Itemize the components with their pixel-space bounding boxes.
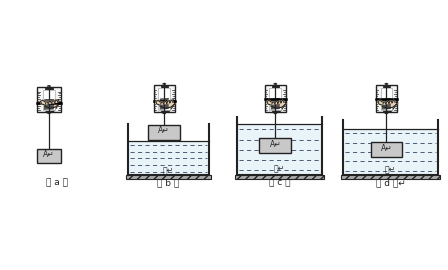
Bar (270, 89, 281, 110)
Bar (37, 149, 60, 163)
Polygon shape (160, 100, 175, 108)
Bar (148, 125, 180, 140)
Bar (43, 90, 55, 110)
Bar (380, 89, 392, 110)
Text: A↵: A↵ (270, 140, 281, 148)
Polygon shape (45, 100, 60, 108)
Text: A↵: A↵ (381, 144, 392, 153)
Text: （ c ）: （ c ） (269, 178, 290, 187)
Polygon shape (389, 101, 392, 103)
Text: （ b ）: （ b ） (157, 178, 180, 187)
Bar (383, 86, 390, 87)
Bar (271, 110, 279, 112)
Polygon shape (281, 100, 284, 103)
Bar (37, 87, 60, 112)
Polygon shape (386, 102, 389, 103)
Bar (160, 86, 168, 87)
Bar (259, 138, 291, 153)
Bar (235, 175, 324, 180)
Bar (343, 129, 438, 175)
Bar (271, 86, 279, 87)
Polygon shape (378, 100, 382, 105)
Polygon shape (272, 102, 275, 104)
Polygon shape (52, 101, 54, 103)
Polygon shape (49, 101, 51, 103)
Text: A↵: A↵ (43, 150, 55, 159)
Polygon shape (156, 100, 160, 105)
Bar (45, 88, 53, 89)
Polygon shape (170, 100, 173, 103)
Polygon shape (382, 100, 397, 108)
Polygon shape (40, 100, 45, 105)
Bar (159, 89, 170, 110)
Bar (154, 85, 175, 112)
Polygon shape (161, 102, 164, 104)
Bar (341, 175, 440, 180)
Bar (45, 110, 53, 112)
Polygon shape (392, 100, 395, 103)
Polygon shape (164, 102, 167, 103)
Polygon shape (271, 100, 286, 108)
Bar (126, 175, 211, 180)
Text: 水↵: 水↵ (274, 165, 285, 174)
Bar (160, 110, 168, 112)
Polygon shape (383, 102, 386, 104)
Polygon shape (46, 102, 48, 104)
Polygon shape (275, 102, 278, 103)
Bar (237, 124, 322, 175)
Polygon shape (55, 100, 58, 102)
Polygon shape (278, 101, 281, 103)
Text: A↵: A↵ (159, 126, 170, 135)
Bar (370, 142, 402, 157)
Text: 水↵: 水↵ (163, 167, 174, 176)
Polygon shape (167, 101, 170, 103)
Bar (376, 85, 397, 112)
Bar (128, 141, 209, 175)
Text: （ d ）↵: （ d ）↵ (376, 178, 405, 187)
Polygon shape (267, 100, 271, 105)
Text: 水↵: 水↵ (385, 165, 396, 174)
Bar (383, 110, 390, 112)
Bar (265, 85, 286, 112)
Text: （ a ）: （ a ） (47, 178, 69, 187)
